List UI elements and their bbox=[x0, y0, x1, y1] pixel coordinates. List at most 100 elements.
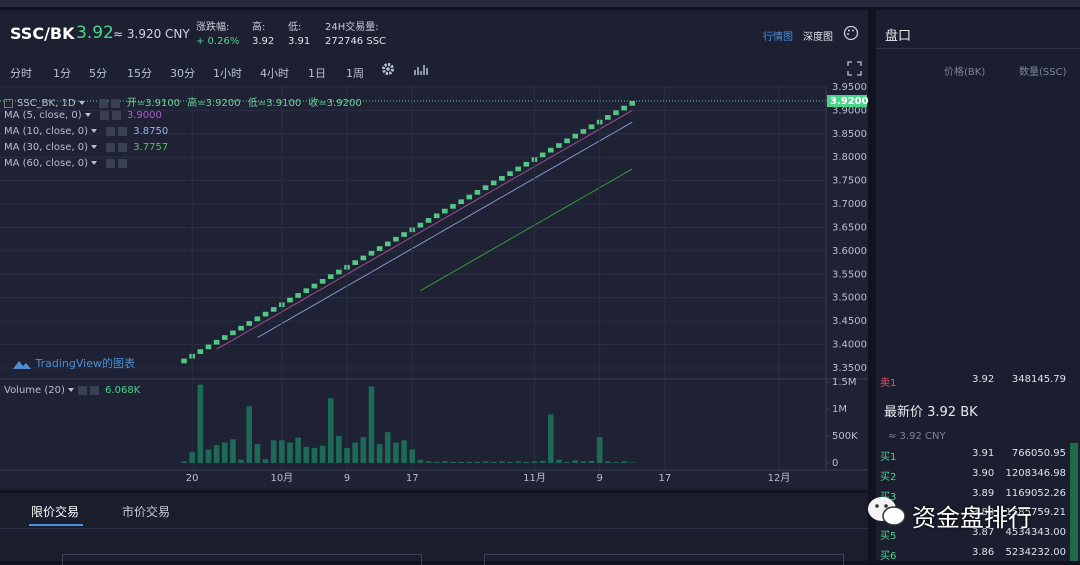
ma-name: MA (5, close, 0) bbox=[4, 110, 82, 121]
y-tick-label: 3.9000 bbox=[832, 105, 867, 116]
candle-body bbox=[327, 274, 334, 279]
candle-body bbox=[621, 105, 627, 111]
interval-button[interactable]: 15分 bbox=[127, 67, 152, 80]
candle-body bbox=[270, 307, 277, 312]
volume-bar bbox=[295, 437, 301, 463]
y-tick-label: 0 bbox=[832, 458, 838, 469]
volume-value: 6.068K bbox=[105, 385, 141, 396]
y-tick-label: 3.9500 bbox=[832, 82, 867, 93]
interval-button[interactable]: 1周 bbox=[346, 67, 364, 80]
volume-bar bbox=[246, 406, 253, 463]
x-tick-label: 9 bbox=[344, 473, 350, 484]
volume-bar bbox=[409, 449, 416, 463]
x-tick-label: 17 bbox=[406, 473, 419, 484]
pair: SSC/BK bbox=[10, 24, 75, 43]
interval-button[interactable]: 1小时 bbox=[213, 67, 242, 80]
row-price: 3.89 bbox=[972, 487, 995, 499]
interval-button[interactable]: 4小时 bbox=[260, 67, 289, 80]
volume-bar bbox=[556, 459, 562, 463]
volume-bar bbox=[588, 460, 595, 463]
candle-body bbox=[181, 358, 187, 364]
volume-bar bbox=[189, 452, 195, 463]
volume-bar bbox=[613, 461, 619, 463]
indicator-icon[interactable] bbox=[414, 62, 430, 76]
input-box[interactable] bbox=[484, 554, 844, 565]
fullscreen-icon[interactable] bbox=[847, 61, 862, 76]
tv-logo bbox=[13, 361, 31, 369]
ohlc-open: 开=3.9100 bbox=[126, 98, 181, 109]
volume-bar bbox=[336, 435, 342, 463]
candle-body bbox=[401, 232, 407, 237]
input-box[interactable] bbox=[62, 554, 422, 565]
trade-tab[interactable]: 限价交易 bbox=[31, 505, 80, 519]
stat-value: + 0.26% bbox=[196, 36, 240, 47]
volume-bar bbox=[433, 461, 440, 463]
y-tick-label: 3.6000 bbox=[832, 246, 867, 257]
y-tick-label: 500K bbox=[832, 431, 858, 442]
interval-button[interactable]: 5分 bbox=[89, 67, 107, 80]
volume-bar bbox=[368, 386, 375, 463]
volume-bar bbox=[279, 440, 285, 463]
price-cny: ≈ 3.920 CNY bbox=[113, 27, 190, 41]
interval-button[interactable]: 30分 bbox=[170, 67, 195, 80]
top-strip bbox=[0, 0, 1080, 7]
settings-icon[interactable] bbox=[380, 61, 396, 77]
interval-button[interactable]: 分时 bbox=[10, 67, 32, 80]
view-link[interactable]: 行情图 bbox=[763, 32, 793, 43]
theme-icon[interactable] bbox=[843, 25, 859, 41]
interval-button[interactable]: 1分 bbox=[53, 67, 71, 80]
volume-bar bbox=[287, 442, 293, 463]
ma-value: 3.8750 bbox=[133, 126, 169, 137]
volume-bar bbox=[621, 461, 627, 463]
volume-bar bbox=[213, 445, 220, 463]
y-tick-label: 3.5000 bbox=[832, 293, 867, 304]
candle-body bbox=[466, 194, 473, 200]
volume-bar bbox=[393, 442, 399, 463]
volume-bar bbox=[238, 459, 244, 463]
volume-bar bbox=[629, 462, 636, 463]
trade-tab[interactable]: 市价交易 bbox=[122, 505, 171, 519]
candle-body bbox=[319, 278, 326, 284]
y-tick-label: 3.4000 bbox=[832, 340, 867, 351]
volume-bar bbox=[442, 461, 448, 463]
candle-body bbox=[580, 129, 587, 134]
candle-body bbox=[221, 335, 228, 340]
current-price-label: 3.9200 bbox=[830, 96, 869, 107]
x-tick-label: 11月 bbox=[523, 472, 546, 484]
column-header: 价格(BK) bbox=[944, 67, 986, 78]
row-amount: 1208346.98 bbox=[1005, 467, 1066, 479]
candle-body bbox=[547, 147, 554, 153]
ma-name: MA (10, close, 0) bbox=[4, 126, 89, 137]
candle-body bbox=[262, 311, 269, 317]
row-price: 3.87 bbox=[972, 527, 995, 539]
stat-value: 3.92 bbox=[252, 36, 275, 47]
x-tick-label: 17 bbox=[659, 473, 672, 484]
candle-body bbox=[450, 204, 456, 209]
volume-bar bbox=[499, 461, 505, 463]
ohlc-close: 收=3.9200 bbox=[308, 98, 362, 109]
volume-bar bbox=[531, 461, 538, 463]
interval-button[interactable]: 1日 bbox=[308, 67, 326, 80]
volume-bar bbox=[596, 437, 603, 463]
ohlc-high: 高=3.9200 bbox=[187, 98, 241, 109]
divider bbox=[0, 528, 868, 529]
view-link[interactable]: 深度图 bbox=[803, 32, 833, 43]
volume-bar bbox=[384, 432, 391, 463]
watermark: 资金盘排行 bbox=[912, 504, 1032, 532]
candle-body bbox=[336, 269, 342, 275]
volume-bar bbox=[197, 384, 204, 463]
ma-value: 3.9000 bbox=[126, 110, 162, 121]
last-price: 最新价 3.92 BK bbox=[884, 405, 978, 420]
candle-body bbox=[458, 199, 464, 205]
wechat-icon bbox=[868, 497, 906, 526]
volume-bar bbox=[360, 437, 367, 463]
volume-bar bbox=[539, 460, 546, 463]
candle-body bbox=[556, 143, 562, 148]
volume-bar bbox=[417, 459, 424, 463]
candle-body bbox=[393, 236, 399, 242]
y-tick-label: 3.3500 bbox=[832, 363, 867, 374]
row-amount: 1169052.26 bbox=[1005, 487, 1066, 499]
volume-bar bbox=[230, 439, 236, 463]
candle-body bbox=[360, 255, 367, 261]
